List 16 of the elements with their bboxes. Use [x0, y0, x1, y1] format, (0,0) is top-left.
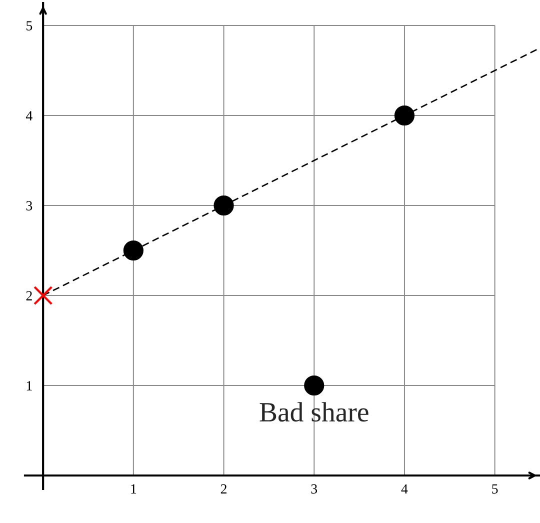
- x-tick-label: 3: [311, 484, 318, 494]
- y-tick-label: 4: [26, 111, 32, 120]
- y-tick-label: 3: [26, 201, 32, 210]
- y-tick-label: 2: [26, 291, 32, 300]
- point: [123, 240, 144, 261]
- point: [34, 286, 53, 306]
- y-tick-label: 1: [26, 381, 32, 390]
- x-tick-label: 4: [401, 484, 408, 494]
- y-tick-label: 5: [26, 21, 32, 30]
- x-tick-label: 2: [220, 484, 226, 494]
- point: [214, 195, 234, 216]
- point: [304, 375, 324, 396]
- x-tick-label: 5: [492, 484, 498, 494]
- annotation: Bad share: [260, 402, 368, 422]
- point: [394, 105, 415, 126]
- x-tick-label: 1: [131, 484, 136, 494]
